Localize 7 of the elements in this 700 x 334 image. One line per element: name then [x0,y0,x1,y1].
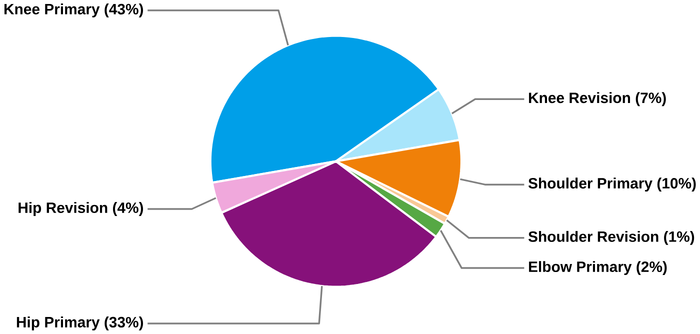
slice-label: Knee Primary (43%) [4,4,144,18]
slice-label: Hip Revision (4%) [18,202,144,216]
slice-label: Shoulder Revision (1%) [528,231,694,245]
slice-label: Knee Revision (7%) [529,92,666,106]
slice-label: Shoulder Primary (10%) [528,178,696,192]
slice-label: Hip Primary (33%) [16,316,144,330]
slice-label: Elbow Primary (2%) [529,261,667,276]
